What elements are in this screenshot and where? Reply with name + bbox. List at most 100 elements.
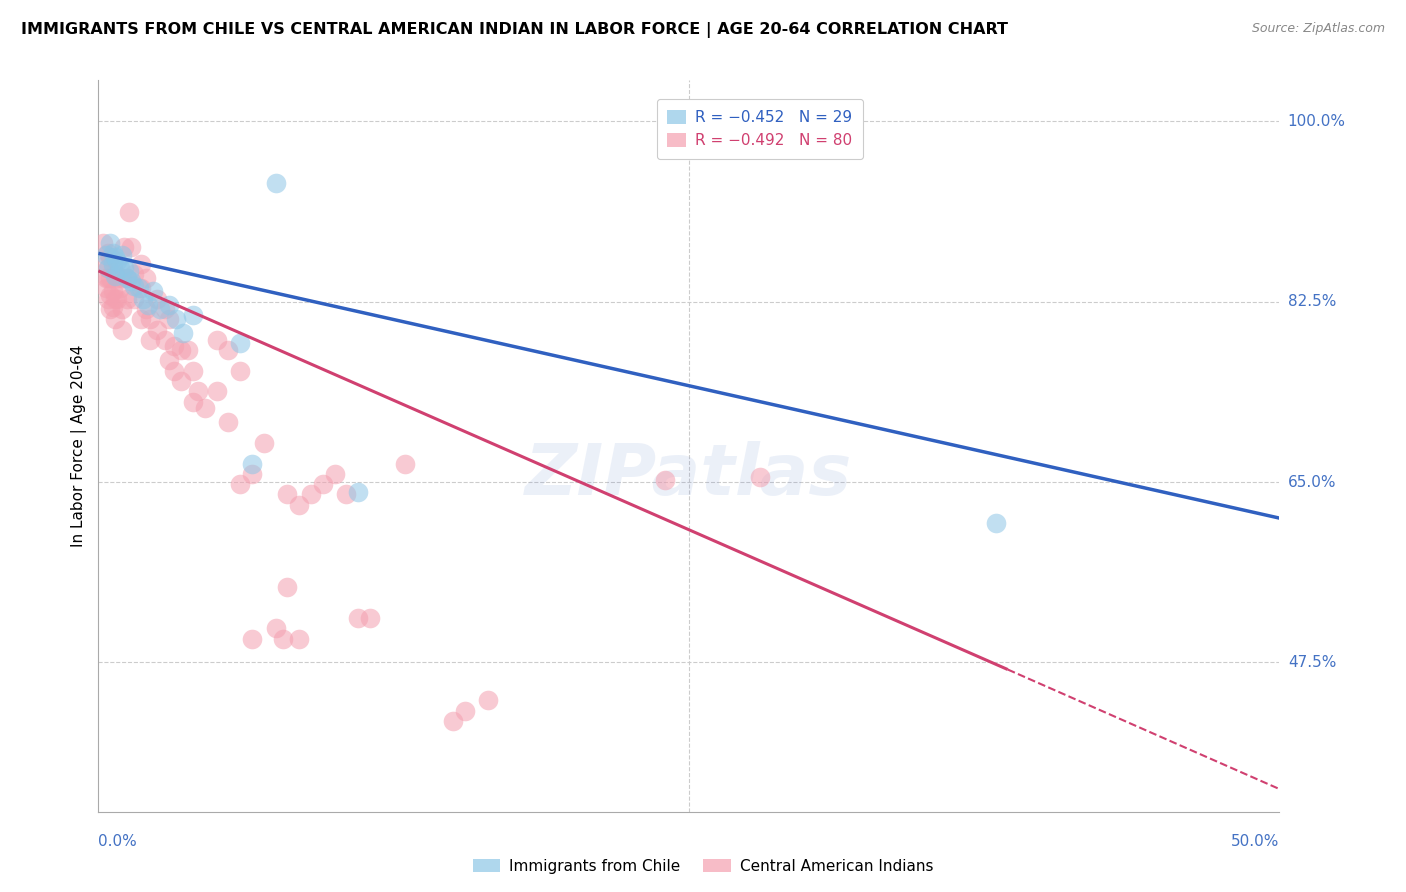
Point xyxy=(98,235,121,250)
Point xyxy=(132,292,155,306)
Point xyxy=(240,632,263,646)
Point xyxy=(240,467,263,481)
Text: 50.0%: 50.0% xyxy=(1232,834,1279,848)
Point xyxy=(335,487,357,501)
Text: 82.5%: 82.5% xyxy=(1288,294,1336,310)
Point xyxy=(105,253,128,268)
Legend: R = −0.452   N = 29, R = −0.492   N = 80: R = −0.452 N = 29, R = −0.492 N = 80 xyxy=(657,99,863,159)
Point xyxy=(101,257,124,271)
Point xyxy=(157,298,180,312)
Point xyxy=(217,343,239,358)
Point xyxy=(205,333,228,347)
Point xyxy=(323,467,346,481)
Point xyxy=(94,248,117,262)
Point xyxy=(98,271,121,285)
Point xyxy=(359,611,381,625)
Legend: Immigrants from Chile, Central American Indians: Immigrants from Chile, Central American … xyxy=(467,853,939,880)
Point xyxy=(111,248,134,262)
Point xyxy=(181,308,204,322)
Point xyxy=(139,312,162,326)
Point xyxy=(97,260,120,275)
Point xyxy=(129,257,152,271)
Point xyxy=(105,292,128,306)
Point xyxy=(97,260,120,275)
Point xyxy=(288,632,311,646)
Point xyxy=(271,632,294,646)
Point xyxy=(111,322,134,336)
Point xyxy=(181,364,204,378)
Point xyxy=(984,516,1007,531)
Point xyxy=(453,704,475,718)
Point xyxy=(276,580,298,594)
Point xyxy=(135,301,157,316)
Point xyxy=(122,292,145,306)
Point xyxy=(146,292,169,306)
Point xyxy=(121,240,143,254)
Point xyxy=(187,384,209,399)
Point xyxy=(205,384,228,399)
Point xyxy=(129,281,152,295)
Point xyxy=(122,279,145,293)
Point xyxy=(253,436,276,450)
Point xyxy=(654,473,676,487)
Point xyxy=(229,477,252,491)
Point xyxy=(101,300,124,314)
Point xyxy=(101,260,124,275)
Point xyxy=(240,457,263,471)
Point xyxy=(142,285,165,299)
Point xyxy=(347,611,370,625)
Point xyxy=(97,246,120,260)
Point xyxy=(94,271,117,285)
Point xyxy=(97,271,120,285)
Point xyxy=(101,246,124,260)
Point xyxy=(153,333,176,347)
Point xyxy=(165,312,187,326)
Point xyxy=(394,457,416,471)
Text: 65.0%: 65.0% xyxy=(1288,475,1336,490)
Point xyxy=(748,470,770,484)
Point xyxy=(98,301,121,316)
Point xyxy=(115,292,138,306)
Point xyxy=(122,267,145,281)
Point xyxy=(441,714,464,728)
Point xyxy=(115,271,138,285)
Point xyxy=(104,267,127,281)
Text: 0.0%: 0.0% xyxy=(98,834,138,848)
Point xyxy=(477,693,499,707)
Point xyxy=(177,343,200,358)
Point xyxy=(172,326,194,340)
Point xyxy=(347,485,370,500)
Point xyxy=(91,235,114,250)
Point xyxy=(97,292,120,306)
Point xyxy=(118,205,141,219)
Point xyxy=(118,264,141,278)
Point xyxy=(157,353,180,368)
Point xyxy=(288,498,311,512)
Point xyxy=(136,298,159,312)
Point xyxy=(170,343,193,358)
Point xyxy=(153,301,176,316)
Point xyxy=(105,271,128,285)
Point xyxy=(149,301,172,316)
Point xyxy=(104,268,127,283)
Point xyxy=(94,281,117,295)
Point xyxy=(181,394,204,409)
Text: IMMIGRANTS FROM CHILE VS CENTRAL AMERICAN INDIAN IN LABOR FORCE | AGE 20-64 CORR: IMMIGRANTS FROM CHILE VS CENTRAL AMERICA… xyxy=(21,22,1008,38)
Point xyxy=(170,374,193,388)
Y-axis label: In Labor Force | Age 20-64: In Labor Force | Age 20-64 xyxy=(72,345,87,547)
Point xyxy=(108,281,131,295)
Point xyxy=(121,274,143,288)
Point xyxy=(98,287,121,301)
Text: 100.0%: 100.0% xyxy=(1288,114,1346,129)
Point xyxy=(163,364,186,378)
Point xyxy=(115,271,138,285)
Point xyxy=(276,487,298,501)
Point xyxy=(104,312,127,326)
Point xyxy=(229,336,252,351)
Point xyxy=(104,292,127,306)
Point xyxy=(128,281,150,295)
Point xyxy=(112,240,135,254)
Point xyxy=(94,257,117,271)
Point xyxy=(146,322,169,336)
Point xyxy=(264,621,287,635)
